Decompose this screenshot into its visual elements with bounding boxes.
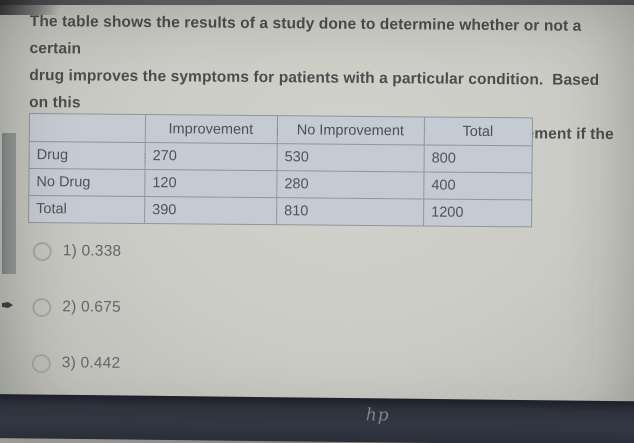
cell-value: 120 xyxy=(144,169,278,198)
photo-corner-shadow xyxy=(0,0,80,15)
question-line: The table shows the results of a study d… xyxy=(29,12,586,58)
cell-value: 280 xyxy=(276,170,425,199)
answer-option-3[interactable]: 3) 0.442 xyxy=(31,353,121,374)
results-table: Improvement No Improvement Total Drug 27… xyxy=(28,113,533,227)
cell-value: 810 xyxy=(276,197,424,226)
answer-option-2[interactable]: 2) 0.675 xyxy=(32,297,121,318)
option-label: 3) 0.442 xyxy=(61,354,121,372)
row-label: Total xyxy=(28,195,145,224)
row-label: No Drug xyxy=(28,168,146,197)
cursor-arrow-icon xyxy=(2,302,13,308)
question-line: drug improves the symptoms for patients … xyxy=(29,66,604,112)
radio-button[interactable] xyxy=(32,241,52,261)
table-header-no-improvement: No Improvement xyxy=(277,115,425,145)
table-header-total: Total xyxy=(424,116,533,146)
radio-button[interactable] xyxy=(31,353,51,373)
cell-value: 1200 xyxy=(423,198,532,227)
cell-value: 270 xyxy=(145,142,278,171)
row-label: Drug xyxy=(29,141,146,170)
table-row: Total 390 810 1200 xyxy=(28,195,532,227)
table-header-row: Improvement No Improvement Total xyxy=(29,113,533,146)
laptop-bottom-bezel: hp xyxy=(0,394,634,443)
left-edge-bar xyxy=(2,133,16,274)
answer-option-1[interactable]: 1) 0.338 xyxy=(32,241,122,262)
cell-value: 390 xyxy=(144,196,277,225)
cell-value: 400 xyxy=(423,171,533,200)
cell-value: 530 xyxy=(277,143,425,172)
option-label: 1) 0.338 xyxy=(62,242,122,260)
photo-top-edge xyxy=(0,0,634,5)
hp-logo: hp xyxy=(365,405,390,426)
radio-button[interactable] xyxy=(32,297,52,317)
option-label: 2) 0.675 xyxy=(62,298,121,316)
cell-value: 800 xyxy=(424,144,533,173)
table-header-blank xyxy=(29,113,146,143)
table-header-improvement: Improvement xyxy=(145,114,278,144)
